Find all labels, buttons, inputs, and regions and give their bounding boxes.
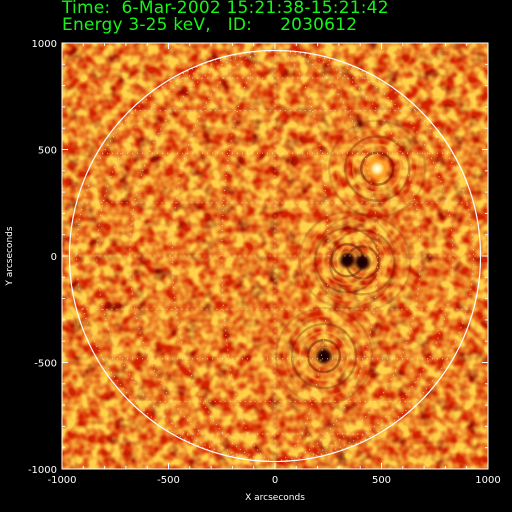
y-tick-label: -1000	[28, 465, 57, 476]
fringe-ring	[351, 143, 403, 194]
heliographic-grid	[69, 49, 481, 463]
image-area	[62, 43, 488, 469]
x-tick-label: -1000	[47, 475, 76, 486]
longitude-line	[274, 49, 454, 463]
y-tick-label: 0	[51, 252, 57, 263]
sources	[313, 154, 392, 367]
solar-limb	[68, 49, 482, 463]
dark-source	[337, 250, 358, 271]
fringe-ring	[359, 151, 395, 186]
bright-source	[363, 154, 392, 183]
fringe-ring	[306, 219, 389, 302]
y-axis-label: Y arcseconds	[5, 226, 15, 286]
longitude-line	[96, 49, 276, 463]
fringe-ring	[290, 322, 358, 390]
fringe-ring	[298, 211, 397, 310]
fringe-ring	[327, 119, 427, 218]
energy-and-id: Energy 3-25 keV, ID: 2030612	[62, 15, 358, 35]
y-tick-label: -500	[34, 359, 57, 370]
fringe-ring	[321, 221, 404, 304]
fringe-ring	[314, 227, 381, 294]
dark-source	[352, 252, 373, 273]
x-tick-label: 1000	[475, 475, 500, 486]
fringe-ring	[274, 306, 374, 406]
longitude-line	[171, 49, 276, 463]
x-tick-label: 500	[372, 475, 391, 486]
fringe-ring	[343, 135, 411, 202]
fringe-ring	[329, 229, 396, 296]
x-tick-label: 0	[272, 475, 278, 486]
fringe-ring	[282, 314, 366, 398]
axes: -1000 -500 0 500 1000 -1000 -500 0 500 1000	[28, 39, 501, 486]
fringe-ring	[298, 330, 350, 382]
x-axis-label: X arcseconds	[245, 493, 305, 503]
dark-source	[313, 346, 334, 367]
x-tick-label: -500	[157, 475, 180, 486]
fringe-ring	[335, 127, 419, 210]
y-tick-label: 500	[38, 146, 57, 157]
longitude-line	[274, 49, 379, 463]
observation-time: Time: 6-Mar-2002 15:21:38-15:21:42	[62, 0, 389, 18]
fringe-ring	[313, 213, 412, 312]
y-tick-label: 1000	[32, 39, 57, 50]
